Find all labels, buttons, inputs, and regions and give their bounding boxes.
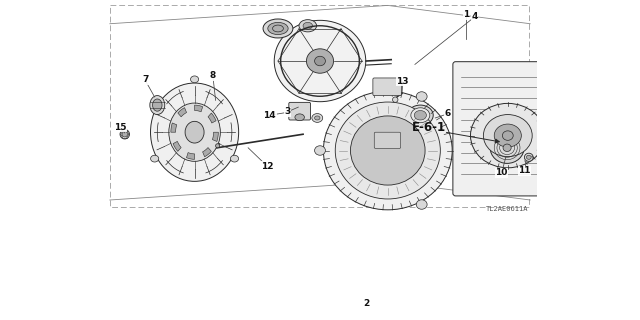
Ellipse shape bbox=[315, 116, 320, 120]
Text: 11: 11 bbox=[518, 166, 531, 175]
Ellipse shape bbox=[299, 20, 317, 32]
Ellipse shape bbox=[323, 91, 452, 210]
Ellipse shape bbox=[263, 19, 293, 38]
Ellipse shape bbox=[150, 155, 159, 162]
FancyBboxPatch shape bbox=[373, 78, 401, 96]
Ellipse shape bbox=[502, 131, 513, 140]
Text: 12: 12 bbox=[261, 162, 273, 171]
Circle shape bbox=[392, 97, 398, 102]
Ellipse shape bbox=[185, 121, 204, 143]
Ellipse shape bbox=[230, 155, 239, 162]
Ellipse shape bbox=[216, 144, 220, 148]
Ellipse shape bbox=[169, 103, 220, 161]
FancyBboxPatch shape bbox=[453, 62, 563, 196]
Text: 6: 6 bbox=[444, 109, 451, 118]
Ellipse shape bbox=[494, 124, 522, 147]
Polygon shape bbox=[173, 141, 181, 151]
Polygon shape bbox=[212, 132, 218, 141]
FancyBboxPatch shape bbox=[374, 132, 401, 148]
Polygon shape bbox=[208, 113, 216, 123]
FancyBboxPatch shape bbox=[289, 102, 310, 120]
Ellipse shape bbox=[150, 96, 164, 115]
Ellipse shape bbox=[416, 92, 427, 101]
Ellipse shape bbox=[411, 108, 430, 123]
Polygon shape bbox=[195, 105, 203, 112]
Text: 4: 4 bbox=[472, 12, 477, 21]
Ellipse shape bbox=[483, 115, 532, 156]
Ellipse shape bbox=[120, 130, 129, 139]
Ellipse shape bbox=[152, 99, 162, 111]
Text: 1: 1 bbox=[463, 11, 470, 20]
Text: 7: 7 bbox=[142, 76, 148, 84]
Ellipse shape bbox=[274, 20, 366, 102]
Ellipse shape bbox=[351, 116, 425, 185]
Ellipse shape bbox=[307, 49, 333, 73]
Ellipse shape bbox=[295, 114, 305, 121]
Ellipse shape bbox=[312, 114, 323, 122]
Ellipse shape bbox=[273, 25, 284, 32]
Text: 2: 2 bbox=[363, 299, 369, 308]
Ellipse shape bbox=[303, 22, 312, 29]
Ellipse shape bbox=[315, 56, 325, 66]
Ellipse shape bbox=[503, 144, 511, 151]
Ellipse shape bbox=[414, 110, 426, 120]
Ellipse shape bbox=[527, 155, 531, 159]
Ellipse shape bbox=[335, 102, 440, 199]
Text: 3: 3 bbox=[284, 107, 291, 116]
Polygon shape bbox=[186, 153, 195, 159]
Text: 8: 8 bbox=[210, 71, 216, 80]
Ellipse shape bbox=[524, 153, 533, 161]
Ellipse shape bbox=[315, 146, 325, 155]
Text: 13: 13 bbox=[396, 77, 409, 86]
Text: TL2AE0611A: TL2AE0611A bbox=[486, 205, 529, 212]
Polygon shape bbox=[203, 148, 211, 157]
Text: 10: 10 bbox=[495, 168, 508, 177]
Text: E-6-1: E-6-1 bbox=[412, 122, 445, 134]
Ellipse shape bbox=[191, 76, 198, 83]
Text: 15: 15 bbox=[114, 123, 126, 132]
Text: 14: 14 bbox=[264, 111, 276, 120]
Polygon shape bbox=[171, 123, 177, 132]
Ellipse shape bbox=[122, 132, 127, 137]
Ellipse shape bbox=[490, 132, 524, 164]
Ellipse shape bbox=[416, 200, 427, 209]
Ellipse shape bbox=[150, 83, 239, 181]
Ellipse shape bbox=[470, 103, 545, 168]
Ellipse shape bbox=[543, 75, 551, 81]
Polygon shape bbox=[178, 108, 186, 117]
Ellipse shape bbox=[408, 105, 433, 125]
Ellipse shape bbox=[268, 22, 288, 35]
